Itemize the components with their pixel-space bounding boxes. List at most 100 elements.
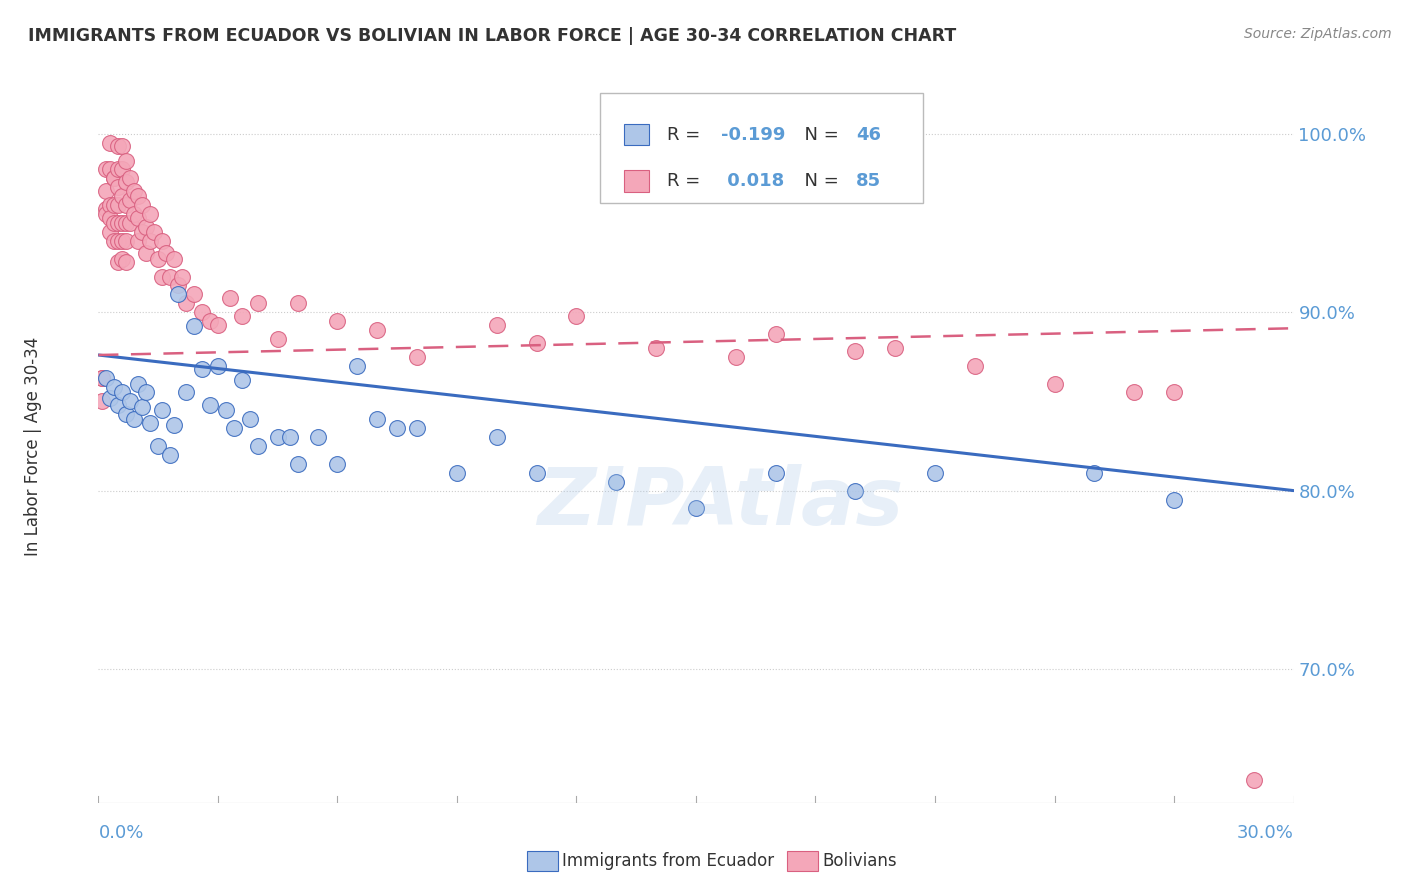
Point [167, 278, 190, 293]
Point [127, 376, 149, 391]
Point [924, 466, 946, 480]
Point [107, 198, 129, 212]
Point [91, 394, 114, 409]
Point [1043, 376, 1066, 391]
Point [96, 371, 118, 385]
Point [135, 246, 157, 260]
Text: R =: R = [668, 172, 706, 190]
Point [100, 225, 122, 239]
Point [366, 412, 388, 426]
Point [107, 255, 129, 269]
FancyBboxPatch shape [600, 93, 922, 203]
Point [198, 314, 221, 328]
Point [103, 198, 125, 212]
Point [115, 407, 138, 421]
Point [100, 162, 122, 177]
Text: 30.0%: 30.0% [1237, 824, 1294, 842]
Point [198, 398, 221, 412]
Point [143, 225, 166, 239]
Text: 85: 85 [856, 172, 882, 190]
Point [246, 439, 269, 453]
Point [406, 350, 429, 364]
Bar [624, 124, 650, 145]
Point [326, 457, 349, 471]
Point [111, 252, 134, 266]
Text: N =: N = [793, 172, 844, 190]
Point [287, 296, 309, 310]
Point [96, 207, 118, 221]
Point [127, 211, 149, 225]
Point [120, 216, 142, 230]
Point [115, 216, 138, 230]
Point [96, 184, 118, 198]
Point [120, 171, 142, 186]
Point [246, 296, 269, 310]
Point [844, 483, 866, 498]
Point [446, 466, 468, 480]
Point [111, 216, 134, 230]
Point [724, 350, 747, 364]
Point [107, 398, 129, 412]
Point [107, 180, 129, 194]
Point [107, 216, 129, 230]
Text: N =: N = [793, 126, 844, 144]
Point [215, 403, 238, 417]
Point [844, 344, 866, 359]
Point [96, 202, 118, 216]
Text: ZIPAtlas: ZIPAtlas [537, 464, 903, 542]
Text: Bolivians: Bolivians [823, 852, 897, 870]
Point [148, 252, 170, 266]
Point [183, 319, 205, 334]
Point [267, 430, 290, 444]
Point [111, 385, 134, 400]
Point [148, 439, 170, 453]
Point [103, 171, 125, 186]
Point [135, 219, 157, 234]
Point [307, 430, 329, 444]
Point [120, 394, 142, 409]
Point [174, 296, 197, 310]
Text: 0.018: 0.018 [721, 172, 785, 190]
Text: -0.199: -0.199 [721, 126, 786, 144]
Point [115, 198, 138, 212]
Point [124, 184, 146, 198]
Point [406, 421, 429, 435]
Point [231, 309, 253, 323]
Point [1163, 492, 1185, 507]
Point [526, 335, 548, 350]
Point [366, 323, 388, 337]
Point [765, 466, 787, 480]
Point [219, 291, 242, 305]
Point [163, 252, 186, 266]
Point [131, 225, 153, 239]
Point [131, 400, 153, 414]
Point [91, 371, 114, 385]
Point [139, 234, 162, 248]
Point [107, 234, 129, 248]
Text: 0.0%: 0.0% [98, 824, 143, 842]
Point [124, 207, 146, 221]
Text: Source: ZipAtlas.com: Source: ZipAtlas.com [1244, 27, 1392, 41]
Point [159, 269, 181, 284]
Point [565, 309, 588, 323]
Point [963, 359, 986, 373]
Point [645, 341, 668, 355]
Point [174, 385, 197, 400]
Text: Immigrants from Ecuador: Immigrants from Ecuador [562, 852, 775, 870]
Point [107, 162, 129, 177]
Point [239, 412, 262, 426]
Point [131, 198, 153, 212]
Point [111, 162, 134, 177]
Point [150, 269, 173, 284]
Point [167, 287, 190, 301]
Point [191, 305, 214, 319]
Point [1243, 772, 1265, 787]
Point [115, 234, 138, 248]
Text: In Labor Force | Age 30-34: In Labor Force | Age 30-34 [24, 336, 42, 556]
Point [100, 391, 122, 405]
Point [103, 380, 125, 394]
Point [385, 421, 409, 435]
Point [231, 373, 253, 387]
Point [183, 287, 205, 301]
Point [135, 385, 157, 400]
